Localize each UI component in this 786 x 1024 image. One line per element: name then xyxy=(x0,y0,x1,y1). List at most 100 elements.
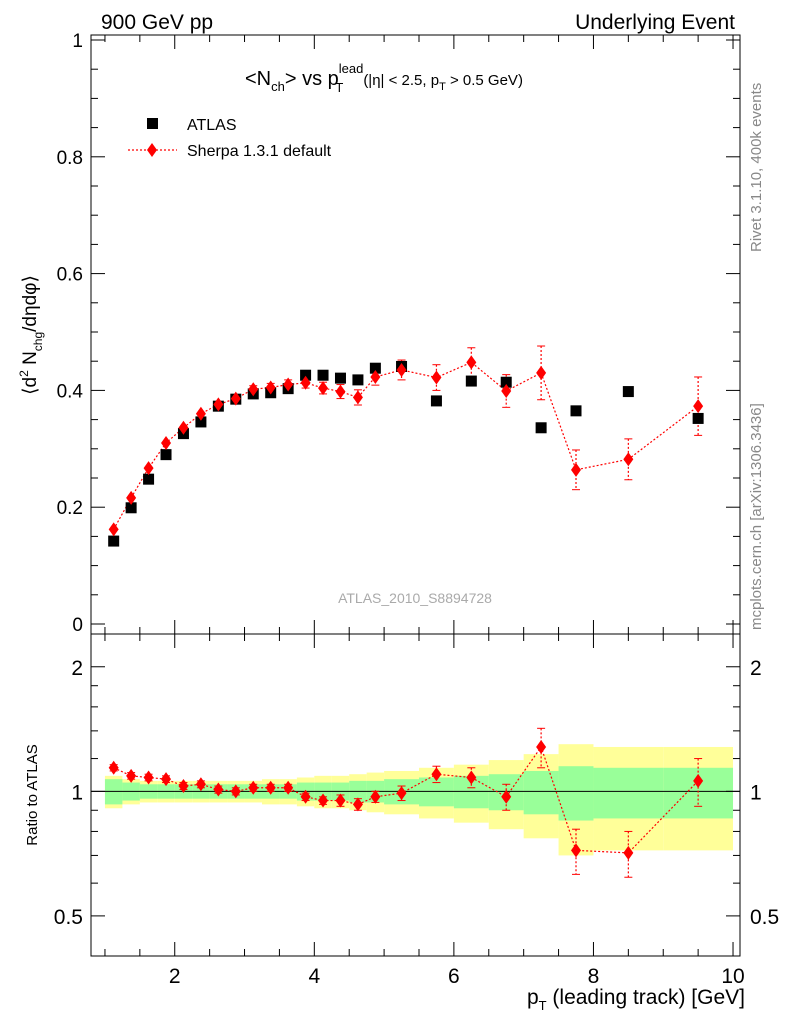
atlas-data-point xyxy=(160,449,172,461)
ratio-point xyxy=(318,793,329,808)
ratio-band-inner xyxy=(523,770,559,815)
x-tick-label: 8 xyxy=(588,965,600,988)
legend-data-marker xyxy=(147,118,158,129)
atlas-data-point xyxy=(125,502,137,514)
sherpa-mc-point xyxy=(571,462,582,477)
atlas-data-point xyxy=(369,362,381,374)
sherpa-mc-point xyxy=(300,375,311,390)
sherpa-mc-point xyxy=(623,452,634,467)
ratio-point xyxy=(571,843,582,858)
x-tick-label: 6 xyxy=(448,965,460,988)
main-y-tick-label: 1 xyxy=(72,31,83,52)
ratio-point xyxy=(178,779,189,794)
legend-mc-label: Sherpa 1.3.1 default xyxy=(187,143,332,160)
sherpa-mc-point xyxy=(248,382,259,397)
sherpa-mc-point xyxy=(126,490,137,505)
ratio-point xyxy=(466,770,477,785)
ratio-band-inner xyxy=(418,777,454,807)
ratio-series-layer xyxy=(108,727,704,878)
sherpa-mc-point xyxy=(536,365,547,380)
sherpa-mc-point xyxy=(178,420,189,435)
sherpa-mc-point xyxy=(265,380,276,395)
sherpa-mc-point xyxy=(501,383,512,398)
atlas-data-point xyxy=(570,405,582,417)
header-left-label: 900 GeV pp xyxy=(101,11,213,34)
ratio-point xyxy=(265,780,276,795)
atlas-data-point xyxy=(334,372,346,384)
ratio-point xyxy=(230,784,241,799)
ratio-point xyxy=(143,770,154,785)
sherpa-mc-point xyxy=(230,391,241,406)
atlas-data-point xyxy=(430,395,442,407)
x-tick-label: 10 xyxy=(721,965,744,988)
main-y-axis-label: ⟨d2 Nchg/dηdφ⟩ xyxy=(17,275,45,395)
sherpa-mc-point xyxy=(466,355,477,370)
sherpa-mc-point xyxy=(161,435,172,450)
sherpa-mc-point xyxy=(693,399,704,414)
analysis-watermark: ATLAS_2010_S8894728 xyxy=(338,590,492,606)
ratio-y-tick-label: 2 xyxy=(71,657,83,680)
legend-mc-marker xyxy=(147,143,157,157)
ratio-point xyxy=(396,786,407,801)
main-y-tick-label: 0 xyxy=(72,615,83,636)
ratio-point xyxy=(108,760,119,775)
main-y-tick-label: 0.4 xyxy=(57,381,84,402)
rivet-version-label: Rivet 3.1.10, 400k events xyxy=(748,83,765,252)
sherpa-mc-point xyxy=(143,461,154,476)
atlas-data-point xyxy=(317,369,329,381)
sherpa-mc-point xyxy=(352,390,363,405)
ratio-point xyxy=(335,793,346,808)
ratio-band-inner xyxy=(593,767,664,819)
ratio-panel-frame xyxy=(90,633,741,957)
ratio-y-tick-label-right: 1 xyxy=(750,781,762,804)
main-y-tick-label: 0.8 xyxy=(57,148,83,169)
ratio-axis-ticks: 0.5 0.5 1 1 2 2 2 4 6 8 10 xyxy=(54,634,779,988)
ratio-band-inner xyxy=(558,766,594,821)
atlas-data-point xyxy=(692,412,704,424)
ratio-y-tick-label-right: 0.5 xyxy=(750,906,779,929)
x-tick-label: 2 xyxy=(169,965,181,988)
ratio-y-axis-label: Ratio to ATLAS xyxy=(24,744,41,845)
atlas-data-point xyxy=(195,416,207,428)
ratio-point xyxy=(195,777,206,792)
main-panel: 0 0.2 0.4 0.6 0.8 1 <Nch> vs plead T (|η| < 2.5… xyxy=(17,31,741,636)
sherpa-mc-point xyxy=(108,522,119,537)
legend-data-label: ATLAS xyxy=(187,117,237,134)
sherpa-mc-point xyxy=(318,381,329,396)
ratio-point xyxy=(370,789,381,804)
ratio-point xyxy=(623,845,634,860)
ratio-point xyxy=(352,797,363,812)
main-series-layer xyxy=(108,345,704,547)
main-title: <Nch> vs plead T (|η| < 2.5, pT > 0.5 GeV) xyxy=(245,61,523,95)
sherpa-connecting-line xyxy=(113,361,699,530)
header-right-label: Underlying Event xyxy=(575,11,735,34)
atlas-data-point xyxy=(108,535,120,547)
ratio-point xyxy=(501,789,512,804)
ratio-uncertainty-bands xyxy=(104,744,734,856)
atlas-data-point xyxy=(535,422,547,434)
x-tick-label: 4 xyxy=(308,965,320,988)
ratio-point xyxy=(300,789,311,804)
x-axis-label: pT (leading track) [GeV] xyxy=(527,986,745,1013)
main-axis-ticks: 0 0.2 0.4 0.6 0.8 1 xyxy=(57,31,740,636)
sherpa-mc-point xyxy=(431,370,442,385)
ratio-point xyxy=(283,780,294,795)
ratio-point xyxy=(248,780,259,795)
legend: ATLAS Sherpa 1.3.1 default xyxy=(128,117,332,160)
sherpa-mc-point xyxy=(335,384,346,399)
sherpa-mc-point xyxy=(195,406,206,421)
sherpa-mc-point xyxy=(213,397,224,412)
ratio-y-tick-label: 1 xyxy=(71,781,83,804)
atlas-data-point xyxy=(300,369,312,381)
sherpa-mc-point xyxy=(370,369,381,384)
sherpa-mc-point xyxy=(396,362,407,377)
main-y-tick-label: 0.6 xyxy=(57,265,83,286)
sherpa-mc-point xyxy=(283,377,294,392)
ratio-point xyxy=(161,772,172,787)
ratio-point xyxy=(431,767,442,782)
atlas-data-point xyxy=(622,386,634,398)
ratio-y-tick-label-right: 2 xyxy=(750,657,762,680)
main-y-tick-label: 0.2 xyxy=(57,498,83,519)
ratio-point xyxy=(693,773,704,788)
